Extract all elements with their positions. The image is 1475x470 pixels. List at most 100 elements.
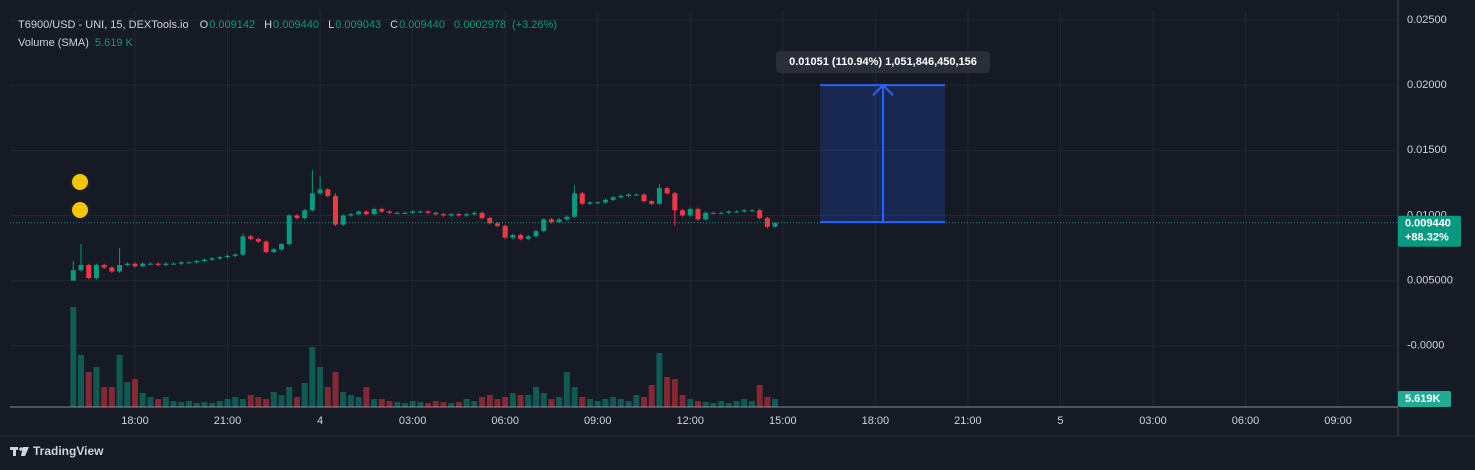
candle-body bbox=[656, 188, 662, 204]
volume-bar bbox=[718, 401, 725, 407]
volume-bar bbox=[355, 397, 362, 407]
volume-bar bbox=[448, 403, 455, 407]
candle-body bbox=[356, 211, 362, 215]
candle-body bbox=[433, 212, 439, 215]
volume-bar bbox=[687, 399, 694, 407]
candle-body bbox=[394, 212, 400, 214]
x-tick-label: 03:00 bbox=[1139, 415, 1167, 427]
candle-body bbox=[263, 241, 269, 252]
candle-body bbox=[178, 262, 184, 264]
candle-body bbox=[502, 225, 508, 238]
candle-body bbox=[70, 270, 76, 281]
volume-bar bbox=[185, 401, 192, 407]
candle-body bbox=[209, 258, 215, 260]
volume-bar bbox=[255, 397, 262, 407]
volume-bar bbox=[579, 397, 586, 407]
candle-body bbox=[626, 194, 632, 196]
candle-body bbox=[410, 211, 416, 213]
volume-bar bbox=[317, 367, 324, 407]
volume-sma-box bbox=[1398, 390, 1451, 407]
volume-bar bbox=[201, 402, 208, 407]
candle-body bbox=[371, 208, 377, 215]
legend-value: 0.009043 bbox=[335, 19, 382, 31]
volume-bar bbox=[232, 397, 239, 407]
volume-bar bbox=[170, 401, 177, 407]
candle-body bbox=[749, 210, 755, 212]
candle-body bbox=[548, 219, 554, 222]
volume-bar bbox=[378, 399, 385, 407]
candle-body bbox=[564, 216, 570, 220]
volume-bar bbox=[224, 399, 231, 407]
volume-bar bbox=[633, 395, 640, 407]
candle-body bbox=[764, 218, 770, 227]
volume-bar bbox=[440, 402, 447, 407]
candle-body bbox=[309, 193, 315, 211]
volume-bar bbox=[108, 387, 115, 407]
volume-bar bbox=[70, 307, 77, 407]
candle-body bbox=[533, 231, 539, 237]
y-tick-label: -0.0000 bbox=[1407, 340, 1444, 352]
candle-body bbox=[386, 211, 392, 213]
candle-body bbox=[340, 215, 346, 225]
volume-bar bbox=[479, 397, 486, 407]
candle-body bbox=[464, 214, 470, 216]
volume-bar bbox=[386, 401, 393, 407]
volume-bar bbox=[116, 355, 123, 407]
candle-body bbox=[587, 202, 593, 204]
volume-bar bbox=[286, 387, 293, 407]
candle-body bbox=[348, 214, 354, 216]
last-change-label: +88.32% bbox=[1405, 232, 1449, 244]
candle-body bbox=[317, 189, 323, 194]
volume-bar bbox=[710, 403, 717, 407]
candle-body bbox=[279, 244, 285, 250]
event-icon[interactable] bbox=[70, 200, 90, 220]
volume-bar bbox=[741, 399, 748, 407]
volume-bar bbox=[733, 401, 740, 407]
volume-bar bbox=[640, 397, 647, 407]
y-tick-label: 0.005000 bbox=[1407, 275, 1453, 287]
candle-body bbox=[417, 211, 423, 213]
volume-bar bbox=[139, 393, 146, 407]
volume-bar bbox=[772, 399, 779, 407]
candle-body bbox=[456, 214, 462, 216]
volume-bar bbox=[401, 403, 408, 407]
y-tick-label: 0.02000 bbox=[1407, 79, 1447, 91]
candle-body bbox=[232, 254, 238, 256]
volume-bar bbox=[679, 395, 686, 407]
x-tick-label: 09:00 bbox=[584, 415, 612, 427]
volume-bar bbox=[409, 401, 416, 407]
legend-key: L bbox=[328, 19, 335, 31]
volume-bar bbox=[278, 395, 285, 407]
volume-bar bbox=[571, 387, 578, 407]
legend-row: T6900/USD - UNI, 15, DEXTools.io O0.0091… bbox=[18, 16, 563, 34]
candle-body bbox=[479, 212, 485, 219]
volume-bar bbox=[748, 401, 755, 407]
event-icon[interactable] bbox=[70, 172, 90, 192]
candle-body bbox=[217, 257, 223, 259]
candle-body bbox=[734, 211, 740, 213]
candle-body bbox=[117, 264, 123, 272]
measure-label: 0.01051 (110.94%) 1,051,846,450,156 bbox=[789, 56, 977, 68]
candle-body bbox=[641, 194, 647, 202]
measure-arrow-head bbox=[872, 83, 894, 96]
candle-body bbox=[541, 219, 547, 232]
volume-bar bbox=[239, 399, 246, 407]
candle-body bbox=[471, 212, 477, 215]
candle-body bbox=[240, 236, 246, 255]
volume-bar bbox=[671, 379, 678, 407]
legend-key: C bbox=[390, 19, 399, 31]
volume-bar bbox=[209, 403, 216, 407]
volume-bar bbox=[525, 395, 532, 407]
candle-body bbox=[425, 211, 431, 213]
candle-body bbox=[271, 249, 277, 252]
y-tick-label: 0.02500 bbox=[1407, 14, 1447, 26]
candle-body bbox=[680, 210, 686, 216]
candle-body bbox=[757, 210, 763, 219]
volume-bar bbox=[725, 403, 732, 407]
volume-bar bbox=[101, 387, 108, 407]
volume-bar bbox=[324, 387, 331, 407]
legend-value: 0.009440 bbox=[273, 19, 319, 31]
volume-sma-label: 5.619K bbox=[1405, 393, 1441, 405]
volume-bar bbox=[247, 395, 254, 407]
